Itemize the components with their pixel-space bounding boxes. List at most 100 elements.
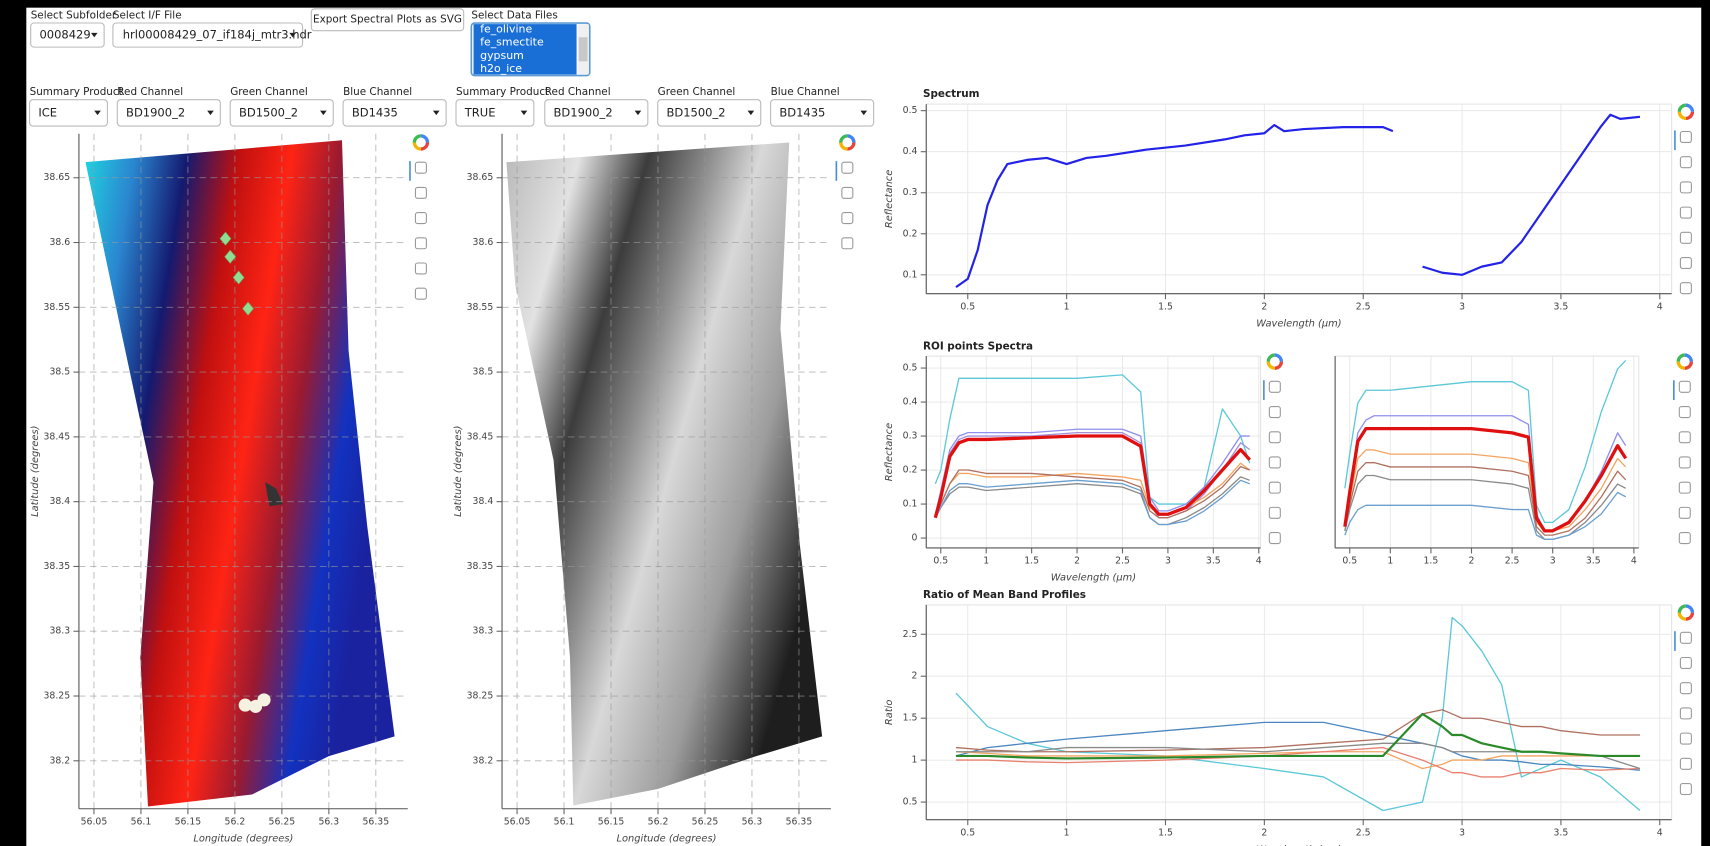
y-tick-label: 38.2 — [49, 755, 70, 766]
x-tick-label: 56.15 — [175, 816, 202, 827]
x-tick-label: 3 — [1550, 556, 1556, 567]
x-axis-label: Longitude (degrees) — [193, 833, 293, 844]
roi-point — [257, 693, 270, 706]
x-axis-label: Longitude (degrees) — [616, 833, 716, 844]
x-tick-label: 0.5 — [960, 301, 975, 312]
label: Select Data Files — [471, 9, 557, 21]
y-tick-label: 38.6 — [473, 237, 494, 248]
y-tick-label: 0.2 — [903, 228, 918, 239]
y-tick-label: 0.4 — [903, 146, 918, 157]
scroll-thumb[interactable] — [579, 37, 588, 61]
select-value: BD1500_2 — [239, 105, 298, 119]
x-tick-label: 4 — [1631, 556, 1637, 567]
label: Red Channel — [117, 86, 183, 98]
x-tick-label: 1.5 — [1158, 301, 1173, 312]
x-tick-label: 2 — [1074, 556, 1080, 567]
label: Select I/F File — [113, 9, 182, 21]
y-axis-label: Reflectance — [884, 423, 895, 481]
y-tick-label: 0.3 — [903, 187, 918, 198]
y-tick-label: 38.5 — [473, 367, 494, 378]
x-tick-label: 3.5 — [1206, 556, 1221, 567]
x-tick-label: 2.5 — [1115, 556, 1130, 567]
x-tick-label: 1 — [983, 556, 989, 567]
x-tick-label: 2 — [1261, 301, 1267, 312]
select-value: BD1900_2 — [126, 105, 185, 119]
label: Blue Channel — [771, 86, 840, 98]
y-tick-label: 0 — [912, 533, 918, 544]
x-tick-label: 0.5 — [960, 827, 975, 838]
x-tick-label: 56.05 — [504, 816, 531, 827]
x-axis-label: Wavelength (µm) — [1051, 573, 1136, 584]
option[interactable]: fe_smectite — [480, 36, 544, 49]
label: Select Subfolder — [31, 9, 117, 21]
select-value: 0008429 — [39, 28, 90, 42]
x-tick-label: 4 — [1657, 827, 1663, 838]
select-value: TRUE — [464, 105, 496, 119]
x-tick-label: 2.5 — [1356, 301, 1371, 312]
label: Red Channel — [545, 86, 611, 98]
chart-title: Spectrum — [923, 88, 980, 100]
y-tick-label: 1 — [912, 755, 918, 766]
x-tick-label: 56.15 — [598, 816, 625, 827]
x-tick-label: 1 — [1064, 827, 1070, 838]
select-value: BD1900_2 — [554, 105, 613, 119]
x-tick-label: 2 — [1261, 827, 1267, 838]
label: Green Channel — [658, 86, 736, 98]
x-tick-label: 56.2 — [225, 816, 246, 827]
x-tick-label: 0.5 — [933, 556, 948, 567]
option[interactable]: fe_olivine — [480, 23, 532, 36]
y-tick-label: 38.35 — [44, 561, 71, 572]
y-tick-label: 0.5 — [903, 105, 918, 116]
x-tick-label: 56.05 — [81, 816, 108, 827]
label: Blue Channel — [343, 86, 412, 98]
x-tick-label: 4 — [1256, 556, 1262, 567]
y-tick-label: 0.5 — [903, 797, 918, 808]
x-tick-label: 3.5 — [1586, 556, 1601, 567]
x-tick-label: 1 — [1387, 556, 1393, 567]
x-tick-label: 1.5 — [1158, 827, 1173, 838]
x-tick-label: 56.35 — [786, 816, 813, 827]
x-tick-label: 3 — [1459, 827, 1465, 838]
y-tick-label: 38.45 — [467, 431, 494, 442]
y-axis-label: Latitude (degrees) — [30, 426, 41, 517]
y-tick-label: 38.25 — [467, 691, 494, 702]
x-tick-label: 4 — [1657, 301, 1663, 312]
x-tick-label: 1.5 — [1024, 556, 1039, 567]
page: Select Subfolder 0008429 Select I/F File… — [0, 0, 1710, 846]
y-tick-label: 38.45 — [44, 431, 71, 442]
button-label: Export Spectral Plots as SVG — [313, 14, 462, 26]
y-tick-label: 0.1 — [903, 269, 918, 280]
y-tick-label: 38.3 — [473, 626, 494, 637]
y-tick-label: 0.4 — [903, 397, 918, 408]
y-tick-label: 38.55 — [44, 302, 71, 313]
y-tick-label: 38.4 — [49, 496, 70, 507]
option[interactable]: h2o_ice — [480, 62, 522, 75]
option[interactable]: gypsum — [480, 49, 524, 62]
select-value: BD1435 — [779, 105, 825, 119]
x-tick-label: 2.5 — [1505, 556, 1520, 567]
x-tick-label: 1.5 — [1424, 556, 1439, 567]
select-value: hrl00008429_07_if184j_mtr3.hdr — [123, 28, 312, 42]
y-tick-label: 38.6 — [49, 237, 70, 248]
x-tick-label: 3 — [1165, 556, 1171, 567]
x-tick-label: 3.5 — [1554, 827, 1569, 838]
x-tick-label: 56.2 — [648, 816, 669, 827]
chart-title: Ratio of Mean Band Profiles — [923, 589, 1086, 601]
label: Summary Product — [456, 86, 549, 98]
y-axis-label: Reflectance — [884, 170, 895, 228]
y-axis-label: Latitude (degrees) — [453, 426, 464, 517]
x-tick-label: 56.3 — [742, 816, 763, 827]
y-tick-label: 38.35 — [467, 561, 494, 572]
select-value: ICE — [38, 105, 57, 119]
y-tick-label: 38.65 — [467, 172, 494, 183]
chart-title: ROI points Spectra — [923, 340, 1033, 352]
x-tick-label: 0.5 — [1342, 556, 1357, 567]
x-tick-label: 3 — [1459, 301, 1465, 312]
y-tick-label: 2 — [912, 671, 918, 682]
y-tick-label: 0.5 — [903, 363, 918, 374]
y-tick-label: 0.2 — [903, 465, 918, 476]
y-tick-label: 38.3 — [49, 626, 70, 637]
y-tick-label: 38.4 — [473, 496, 494, 507]
x-tick-label: 2 — [1469, 556, 1475, 567]
y-tick-label: 1.5 — [903, 713, 918, 724]
